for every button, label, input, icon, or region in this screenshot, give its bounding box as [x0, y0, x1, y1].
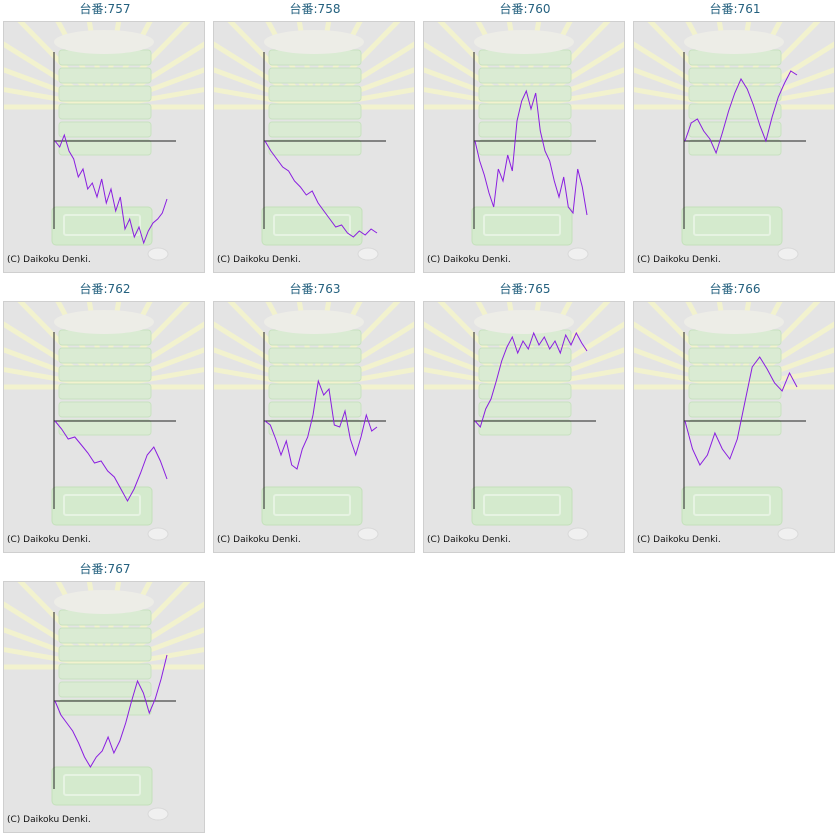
background-illustration — [4, 22, 204, 261]
payout-line — [54, 654, 168, 768]
machine-number-title[interactable]: 台番:757 — [79, 2, 131, 16]
payout-line — [54, 420, 168, 503]
graph-svg — [214, 22, 414, 261]
graph-svg — [4, 22, 204, 261]
background-illustration — [214, 22, 414, 261]
copyright-label: (C) Daikoku Denki. — [7, 255, 91, 265]
machine-graph-0[interactable]: 台番:757 (C) Daikoku Denki. — [0, 0, 210, 280]
machine-graph-7[interactable]: 台番:766 (C) Daikoku Denki. — [630, 280, 840, 560]
payout-line — [474, 331, 588, 429]
graph-svg — [634, 302, 834, 541]
graph-svg — [424, 302, 624, 541]
graph-panel: (C) Daikoku Denki. — [3, 581, 205, 833]
graph-panel: (C) Daikoku Denki. — [3, 301, 205, 553]
payout-line — [684, 356, 798, 466]
machine-number-title[interactable]: 台番:763 — [289, 282, 341, 296]
copyright-label: (C) Daikoku Denki. — [217, 255, 301, 265]
background-illustration — [214, 302, 414, 541]
graph-svg — [4, 582, 204, 821]
payout-line — [264, 379, 378, 470]
graph-svg — [424, 22, 624, 261]
graph-svg — [4, 302, 204, 541]
copyright-label: (C) Daikoku Denki. — [427, 535, 511, 545]
payout-line — [474, 89, 588, 216]
machine-number-title[interactable]: 台番:761 — [709, 2, 761, 16]
machine-graph-3[interactable]: 台番:761 (C) Daikoku Denki. — [630, 0, 840, 280]
machine-graph-8[interactable]: 台番:767 (C) Daikoku Denki. — [0, 560, 210, 840]
graph-panel: (C) Daikoku Denki. — [423, 21, 625, 273]
payout-line — [54, 133, 168, 245]
copyright-label: (C) Daikoku Denki. — [637, 255, 721, 265]
machine-number-title[interactable]: 台番:762 — [79, 282, 131, 296]
machine-number-title[interactable]: 台番:760 — [499, 2, 551, 16]
machine-graph-6[interactable]: 台番:765 (C) Daikoku Denki. — [420, 280, 630, 560]
background-illustration — [4, 582, 204, 821]
machine-number-title[interactable]: 台番:766 — [709, 282, 761, 296]
machine-number-title[interactable]: 台番:758 — [289, 2, 341, 16]
copyright-label: (C) Daikoku Denki. — [217, 535, 301, 545]
copyright-label: (C) Daikoku Denki. — [7, 535, 91, 545]
machine-graph-5[interactable]: 台番:763 (C) Daikoku Denki. — [210, 280, 420, 560]
machine-graph-4[interactable]: 台番:762 (C) Daikoku Denki. — [0, 280, 210, 560]
background-illustration — [424, 302, 624, 541]
copyright-label: (C) Daikoku Denki. — [637, 535, 721, 545]
background-illustration — [634, 302, 834, 541]
graph-svg — [214, 302, 414, 541]
graph-panel: (C) Daikoku Denki. — [213, 301, 415, 553]
background-illustration — [424, 22, 624, 261]
machine-graph-1[interactable]: 台番:758 (C) Daikoku Denki. — [210, 0, 420, 280]
copyright-label: (C) Daikoku Denki. — [7, 815, 91, 825]
graph-panel: (C) Daikoku Denki. — [3, 21, 205, 273]
graph-panel: (C) Daikoku Denki. — [633, 301, 835, 553]
graph-panel: (C) Daikoku Denki. — [633, 21, 835, 273]
payout-line — [684, 70, 798, 155]
copyright-label: (C) Daikoku Denki. — [427, 255, 511, 265]
machine-graph-2[interactable]: 台番:760 (C) Daikoku Denki. — [420, 0, 630, 280]
graph-panel: (C) Daikoku Denki. — [423, 301, 625, 553]
background-illustration — [4, 302, 204, 541]
graph-panel: (C) Daikoku Denki. — [213, 21, 415, 273]
payout-line — [264, 140, 378, 238]
machine-number-title[interactable]: 台番:767 — [79, 562, 131, 576]
background-illustration — [634, 22, 834, 261]
graph-svg — [634, 22, 834, 261]
machine-number-title[interactable]: 台番:765 — [499, 282, 551, 296]
